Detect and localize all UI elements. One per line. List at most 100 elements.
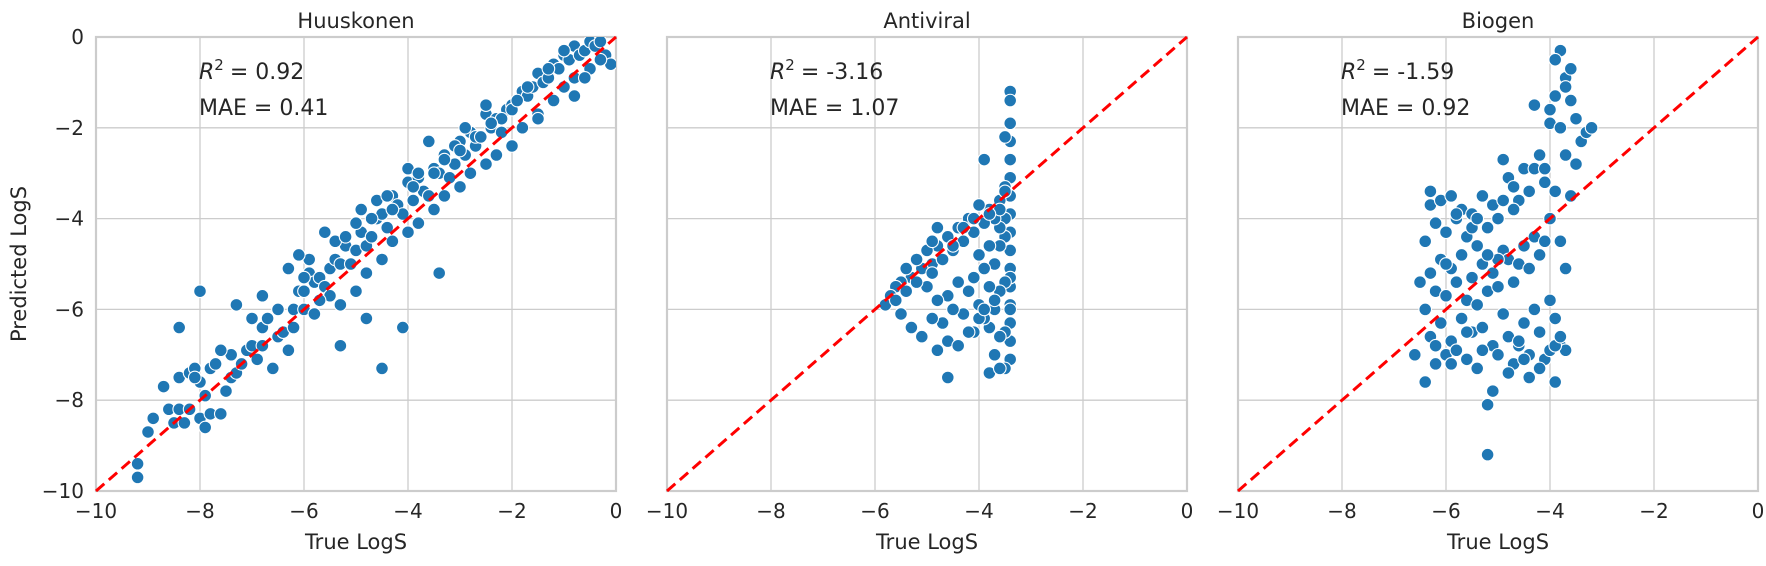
data-point <box>925 311 940 326</box>
data-point <box>977 261 992 276</box>
data-point <box>1480 397 1495 412</box>
r2-symbol: R <box>770 60 785 85</box>
data-point <box>219 384 233 398</box>
data-point <box>925 234 940 249</box>
data-point <box>593 37 608 49</box>
x-tick-label: −10 <box>75 499 117 523</box>
data-point <box>546 93 561 108</box>
data-point <box>1449 275 1464 290</box>
data-point <box>380 220 395 235</box>
data-point <box>1454 248 1469 262</box>
data-point <box>479 98 493 112</box>
y-tick-label: −6 <box>55 297 84 321</box>
data-point <box>946 302 960 317</box>
data-point <box>1449 207 1464 221</box>
data-point <box>265 361 280 376</box>
x-tick-label: −2 <box>497 499 526 523</box>
data-point <box>427 166 441 181</box>
data-point <box>972 198 986 212</box>
panel-antiviral: −10 −8 −6 −4 −2 0 Antiviral True LogS R2 = -3.16 M… <box>646 9 1193 554</box>
identity-line <box>1237 35 1759 493</box>
x-tick-label: −6 <box>1431 499 1460 523</box>
data-point <box>260 311 275 326</box>
data-point <box>1558 80 1573 94</box>
data-point <box>1003 152 1018 167</box>
data-point <box>1537 175 1552 190</box>
data-point <box>1553 120 1568 135</box>
panel-title: Biogen <box>1462 9 1535 33</box>
x-axis-title: True LogS <box>1446 530 1549 554</box>
x-tick-label: −8 <box>1327 499 1356 523</box>
data-point <box>1496 193 1511 208</box>
y-tick-label: 0 <box>71 25 84 49</box>
x-tick-label: −4 <box>393 499 422 523</box>
data-point <box>1563 61 1578 76</box>
data-point <box>1465 270 1479 285</box>
data-point <box>1454 311 1469 326</box>
x-tick-label: −6 <box>860 499 889 523</box>
data-point <box>1511 334 1526 349</box>
data-point <box>411 216 426 230</box>
data-point <box>961 284 976 299</box>
data-point <box>453 179 467 194</box>
data-point <box>987 293 1002 308</box>
data-point <box>1522 184 1537 199</box>
scatter-points <box>130 37 616 485</box>
x-tick-label: −4 <box>1535 499 1564 523</box>
data-point <box>484 116 499 131</box>
data-point <box>427 202 441 217</box>
data-point <box>1428 216 1443 230</box>
r2-value: = -1.59 <box>1372 60 1454 85</box>
x-tick-label: 0 <box>610 499 623 523</box>
x-tick-label: 0 <box>1181 499 1194 523</box>
data-point <box>904 320 919 335</box>
data-point <box>172 320 187 335</box>
data-point <box>961 325 976 339</box>
y-tick-label: −2 <box>55 116 84 140</box>
data-point <box>992 361 1007 376</box>
data-point <box>1569 111 1583 126</box>
data-point <box>286 320 301 335</box>
data-point <box>297 284 311 299</box>
data-point <box>972 248 986 262</box>
data-point <box>281 343 296 358</box>
data-point <box>930 343 945 358</box>
r2-value: = -3.16 <box>801 60 883 85</box>
data-point <box>130 456 145 471</box>
data-point <box>925 266 940 280</box>
data-point <box>354 202 369 217</box>
data-point <box>198 420 213 435</box>
data-point <box>987 347 1002 362</box>
data-point <box>1407 347 1422 362</box>
data-point <box>1480 248 1495 262</box>
data-point <box>1563 93 1578 108</box>
data-point <box>1537 234 1552 249</box>
r2-annotation: R2 = 0.92 <box>199 56 304 85</box>
data-point <box>1480 220 1495 235</box>
data-point <box>909 275 924 290</box>
y-tick-label: −10 <box>42 479 84 503</box>
data-point <box>1532 361 1547 376</box>
data-point <box>1548 89 1563 103</box>
data-point <box>1428 357 1443 371</box>
data-point <box>1470 238 1485 253</box>
data-point <box>1501 366 1516 380</box>
y-tick-label: −4 <box>55 207 84 231</box>
data-point <box>1506 179 1521 194</box>
data-point <box>1543 102 1557 117</box>
data-point <box>291 248 306 262</box>
data-point <box>1491 347 1505 362</box>
r2-annotation: R2 = -3.16 <box>770 56 883 85</box>
data-point <box>229 298 244 312</box>
data-point <box>1569 157 1583 171</box>
data-point <box>1475 343 1490 358</box>
panel-title: Huuskonen <box>297 9 414 33</box>
scatter-points <box>1407 43 1599 462</box>
data-point <box>281 261 296 276</box>
data-point <box>977 152 992 167</box>
data-point <box>1496 307 1511 321</box>
data-point <box>1548 375 1563 389</box>
data-point <box>1433 316 1448 330</box>
data-point <box>1517 352 1531 367</box>
